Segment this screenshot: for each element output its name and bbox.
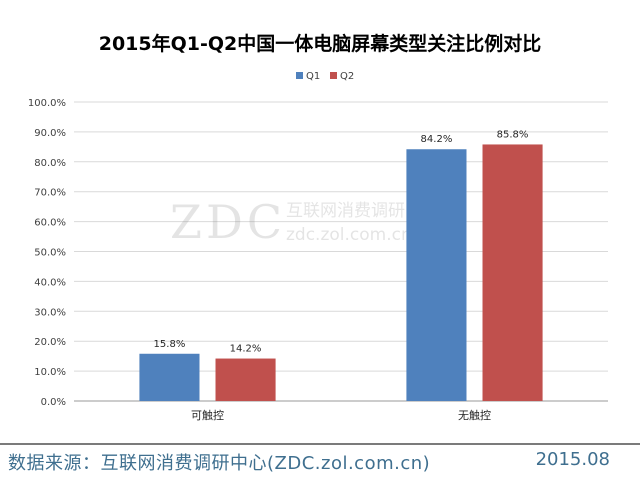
y-tick-label: 20.0% xyxy=(34,337,66,348)
y-tick-label: 70.0% xyxy=(34,188,66,199)
footer: 数据来源：互联网消费调研中心(ZDC.zol.com.cn) 2015.08 xyxy=(0,443,640,480)
x-tick-label: 无触控 xyxy=(458,408,491,422)
y-tick-label: 60.0% xyxy=(34,218,66,229)
data-label: 14.2% xyxy=(230,344,262,355)
watermark-url: zdc.zol.com.cn xyxy=(286,225,412,245)
bar xyxy=(406,149,467,401)
legend: Q1 Q2 xyxy=(296,71,354,82)
watermark-logo: ZDC xyxy=(170,195,286,249)
legend-label: Q2 xyxy=(340,71,354,82)
data-label: 15.8% xyxy=(154,339,186,350)
data-labels: 15.8% 14.2% 84.2% 85.8% xyxy=(154,129,529,354)
y-tick-label: 90.0% xyxy=(34,128,66,139)
bar xyxy=(215,358,276,401)
y-tick-label: 10.0% xyxy=(34,367,66,378)
x-tick-label: 可触控 xyxy=(191,408,224,422)
legend-swatch xyxy=(330,72,337,79)
y-axis: 0.0% 10.0% 20.0% 30.0% 40.0% 50.0% 60.0% 70.0% 8… xyxy=(28,98,66,408)
bars xyxy=(139,144,543,401)
legend-swatch xyxy=(296,72,303,79)
y-tick-label: 100.0% xyxy=(28,98,66,109)
x-axis: 可触控 无触控 xyxy=(191,408,491,422)
chart-title: 2015年Q1-Q2中国一体电脑屏幕类型关注比例对比 xyxy=(99,32,542,55)
data-label: 85.8% xyxy=(497,129,529,140)
watermark: ZDC 互联网消费调研中心 zdc.zol.com.cn xyxy=(170,195,439,249)
bar xyxy=(482,144,543,401)
y-tick-label: 50.0% xyxy=(34,248,66,259)
bar xyxy=(139,353,200,401)
y-tick-label: 0.0% xyxy=(41,397,66,408)
y-tick-label: 40.0% xyxy=(34,277,66,288)
footer-source: 数据来源：互联网消费调研中心(ZDC.zol.com.cn) xyxy=(8,453,431,474)
footer-date: 2015.08 xyxy=(535,449,610,470)
y-tick-label: 30.0% xyxy=(34,307,66,318)
y-tick-label: 80.0% xyxy=(34,158,66,169)
legend-label: Q1 xyxy=(306,71,320,82)
watermark-text: 互联网消费调研中心 xyxy=(286,201,439,221)
footer-divider xyxy=(0,443,640,445)
data-label: 84.2% xyxy=(421,134,453,145)
